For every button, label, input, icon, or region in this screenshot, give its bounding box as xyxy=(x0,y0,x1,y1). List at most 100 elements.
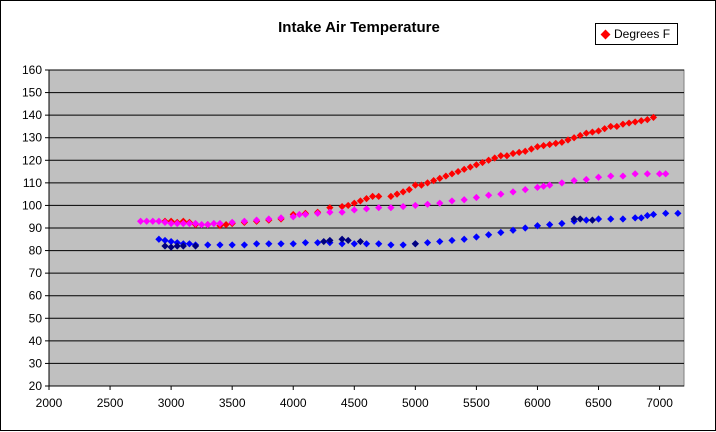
data-point-series-1 xyxy=(344,201,352,210)
data-point-series-2 xyxy=(295,210,303,219)
data-point-series-1 xyxy=(539,142,548,150)
data-point-series-2 xyxy=(411,201,419,210)
data-point-series-4 xyxy=(173,242,181,250)
data-point-series-2 xyxy=(497,190,505,198)
data-point-series-4 xyxy=(320,237,328,246)
data-point-series-4 xyxy=(191,242,200,250)
data-point-series-2 xyxy=(643,170,651,178)
data-point-series-2 xyxy=(210,219,218,228)
data-point-series-2 xyxy=(533,183,542,191)
data-point-series-3 xyxy=(362,240,371,248)
data-point-series-3 xyxy=(485,231,493,239)
data-point-series-2 xyxy=(277,214,285,222)
data-point-series-2 xyxy=(155,217,163,225)
data-point-series-1 xyxy=(619,120,627,128)
x-tick-label: 3000 xyxy=(158,396,185,410)
data-point-series-1 xyxy=(375,192,383,200)
y-tick-label: 60 xyxy=(29,289,43,303)
data-point-series-1 xyxy=(387,192,395,200)
data-point-series-1 xyxy=(503,152,511,160)
data-point-series-2 xyxy=(594,173,603,181)
legend-marker-icon xyxy=(600,29,611,39)
y-tick-label: 70 xyxy=(29,266,43,280)
x-tick-label: 5000 xyxy=(402,396,429,410)
data-point-series-4 xyxy=(570,215,578,223)
data-point-series-1 xyxy=(430,177,438,185)
data-point-series-2 xyxy=(143,217,151,225)
data-point-series-1 xyxy=(613,122,621,131)
data-point-series-1 xyxy=(533,143,542,151)
data-point-series-1 xyxy=(637,117,645,125)
y-tick-label: 90 xyxy=(29,221,43,235)
data-point-series-1 xyxy=(350,199,358,207)
x-tick-label: 2000 xyxy=(36,396,63,410)
data-point-series-1 xyxy=(521,147,529,155)
chart-title: Intake Air Temperature xyxy=(278,19,440,36)
data-point-series-2 xyxy=(252,216,261,224)
data-point-series-2 xyxy=(375,204,383,212)
data-point-series-3 xyxy=(228,241,236,249)
data-point-series-2 xyxy=(448,197,456,205)
data-point-series-3 xyxy=(448,236,456,245)
data-point-series-2 xyxy=(619,172,627,180)
data-point-series-2 xyxy=(546,181,554,189)
x-tick-label: 4000 xyxy=(280,396,307,410)
data-point-series-2 xyxy=(399,202,407,211)
data-point-series-3 xyxy=(314,239,322,247)
data-point-series-2 xyxy=(289,213,297,221)
data-point-series-2 xyxy=(509,188,517,196)
data-point-series-2 xyxy=(460,196,468,204)
data-point-series-1 xyxy=(472,161,481,169)
data-point-series-3 xyxy=(497,228,505,237)
data-point-series-2 xyxy=(338,208,346,216)
x-tick-label: 3500 xyxy=(219,396,246,410)
data-point-series-3 xyxy=(185,240,194,248)
data-point-series-3 xyxy=(240,241,248,249)
data-point-series-1 xyxy=(576,131,584,140)
x-tick-label: 2500 xyxy=(97,396,124,410)
data-point-series-1 xyxy=(417,181,426,189)
data-point-series-3 xyxy=(472,233,481,241)
data-point-series-3 xyxy=(301,239,310,247)
data-point-series-3 xyxy=(387,241,395,249)
data-point-series-3 xyxy=(533,222,542,230)
data-point-series-2 xyxy=(662,170,670,178)
data-point-series-3 xyxy=(674,209,682,217)
data-point-series-1 xyxy=(460,165,468,173)
data-point-series-4 xyxy=(588,216,597,224)
data-point-series-2 xyxy=(436,199,444,207)
data-point-series-2 xyxy=(167,219,175,228)
x-tick-label: 5500 xyxy=(463,396,490,410)
data-point-series-3 xyxy=(161,236,169,245)
data-point-series-2 xyxy=(326,208,334,216)
y-tick-label: 20 xyxy=(29,379,43,393)
data-point-series-2 xyxy=(216,219,224,228)
y-tick-label: 110 xyxy=(23,176,42,190)
data-point-series-2 xyxy=(301,210,310,219)
x-tick-label: 6500 xyxy=(585,396,612,410)
data-point-series-4 xyxy=(344,236,352,245)
x-tick-label: 7000 xyxy=(646,396,673,410)
data-point-series-4 xyxy=(179,242,187,250)
data-point-series-3 xyxy=(289,240,297,248)
y-tick-label: 100 xyxy=(22,198,42,212)
data-point-series-1 xyxy=(594,127,603,135)
data-point-series-3 xyxy=(546,221,554,229)
data-point-series-1 xyxy=(643,116,651,124)
data-point-series-3 xyxy=(375,240,383,248)
data-point-series-3 xyxy=(643,211,651,220)
data-point-series-4 xyxy=(411,240,419,248)
data-point-series-1 xyxy=(423,179,432,187)
data-point-series-3 xyxy=(607,215,615,223)
data-point-series-3 xyxy=(423,239,432,247)
data-point-series-1 xyxy=(362,195,371,203)
legend: Degrees F xyxy=(595,23,678,45)
data-point-series-2 xyxy=(173,219,181,228)
data-point-series-2 xyxy=(607,172,615,180)
data-point-series-4 xyxy=(167,243,175,251)
y-tick-label: 140 xyxy=(22,108,42,122)
data-point-series-1 xyxy=(399,188,407,196)
data-point-series-1 xyxy=(546,140,554,149)
data-point-series-1 xyxy=(491,154,499,162)
data-point-series-3 xyxy=(350,240,358,248)
